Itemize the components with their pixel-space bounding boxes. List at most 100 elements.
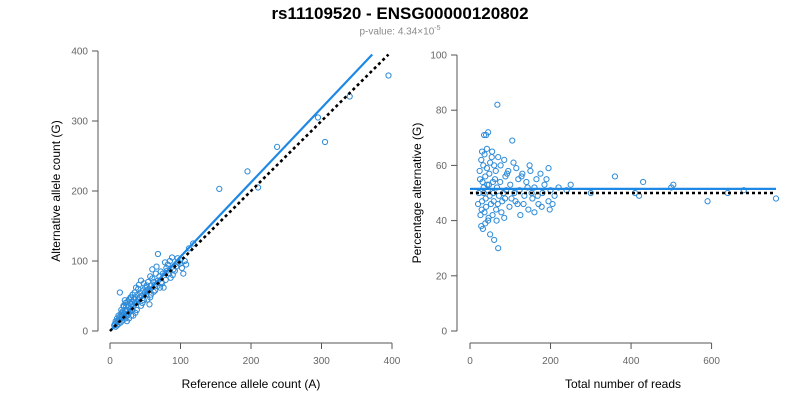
- x-tick-label: 200: [542, 356, 559, 367]
- data-point: [127, 294, 134, 301]
- data-point: [487, 231, 494, 238]
- x-tick-label: 0: [467, 356, 473, 367]
- data-point: [135, 281, 143, 288]
- y-tick-label: 300: [71, 117, 88, 128]
- data-point: [543, 176, 550, 183]
- data-point: [498, 209, 505, 216]
- fit-line: [109, 53, 374, 332]
- data-point: [244, 168, 251, 175]
- data-point: [513, 165, 520, 172]
- data-point: [490, 198, 497, 205]
- data-point: [482, 195, 489, 202]
- x-axis-title: Reference allele count (A): [182, 377, 321, 391]
- x-tick-label: 600: [703, 356, 720, 367]
- data-point: [497, 162, 504, 169]
- data-point: [526, 162, 533, 169]
- data-point: [479, 178, 486, 186]
- data-point: [495, 245, 502, 252]
- data-point: [493, 206, 500, 213]
- y-tick-label: 100: [430, 51, 447, 62]
- data-point: [480, 162, 487, 169]
- data-point: [537, 170, 544, 177]
- data-point: [523, 178, 530, 186]
- data-point: [545, 165, 552, 172]
- data-point: [501, 214, 508, 221]
- data-points: [474, 101, 780, 252]
- y-tick-label: 20: [436, 271, 448, 282]
- data-point: [506, 203, 513, 210]
- data-point: [487, 159, 494, 166]
- data-point: [545, 198, 552, 205]
- y-tick-label: 60: [436, 161, 448, 172]
- data-point: [479, 225, 486, 232]
- data-point: [494, 200, 501, 208]
- x-tick-label: 200: [243, 356, 260, 367]
- data-point: [494, 101, 501, 108]
- data-point: [491, 236, 498, 244]
- data-point: [507, 181, 514, 188]
- data-point: [478, 206, 485, 213]
- y-axis-title: Percentage alternative (G): [410, 123, 424, 264]
- data-point: [519, 170, 526, 177]
- y-tick-label: 80: [436, 106, 448, 117]
- data-point: [477, 211, 484, 219]
- data-point: [137, 302, 145, 309]
- panel-1: 0 100 200 300 400 0 100 200 300 400 Reference alle…: [49, 47, 401, 392]
- data-point: [495, 192, 503, 199]
- y-tick-label: 0: [441, 327, 447, 338]
- data-point: [480, 131, 488, 139]
- data-point: [161, 259, 169, 266]
- data-point: [501, 156, 508, 163]
- p-value-exponent: -5: [434, 25, 441, 32]
- data-point: [321, 138, 329, 146]
- data-point: [510, 159, 517, 166]
- data-point: [518, 173, 525, 180]
- data-point: [482, 173, 489, 180]
- data-point: [611, 173, 619, 180]
- data-point: [525, 206, 532, 213]
- data-point: [670, 181, 677, 188]
- data-point: [146, 301, 153, 308]
- data-point: [511, 189, 518, 197]
- data-point: [216, 185, 223, 192]
- data-point: [169, 271, 176, 279]
- x-tick-label: 0: [107, 356, 113, 367]
- y-tick-label: 400: [71, 47, 88, 58]
- y-tick-label: 200: [71, 187, 88, 198]
- data-point: [476, 167, 483, 175]
- data-point: [503, 170, 511, 177]
- data-point: [528, 189, 535, 197]
- data-point: [478, 156, 485, 163]
- data-point: [501, 195, 509, 202]
- data-point: [485, 217, 492, 224]
- data-point: [527, 167, 534, 175]
- data-point: [493, 184, 501, 191]
- data-point: [531, 209, 538, 216]
- data-point: [483, 165, 491, 172]
- data-point: [520, 200, 527, 208]
- data-point: [495, 154, 502, 161]
- data-point: [492, 167, 499, 175]
- data-point: [121, 297, 128, 304]
- data-point: [640, 178, 647, 186]
- data-point: [772, 195, 780, 202]
- x-tick-label: 100: [172, 356, 189, 367]
- x-tick-label: 400: [623, 356, 640, 367]
- data-point: [153, 263, 160, 270]
- data-point: [567, 181, 574, 188]
- data-point: [160, 284, 167, 291]
- data-point: [508, 195, 515, 202]
- data-point: [183, 261, 190, 268]
- data-point: [147, 273, 154, 280]
- data-point: [541, 181, 548, 188]
- data-point: [549, 200, 556, 208]
- data-point: [529, 195, 536, 202]
- data-point: [509, 137, 516, 144]
- x-axis-title: Total number of reads: [565, 377, 681, 391]
- data-point: [704, 198, 711, 205]
- data-point: [147, 294, 154, 301]
- data-point: [478, 198, 486, 205]
- y-tick-label: 0: [82, 327, 88, 338]
- data-point: [152, 270, 159, 277]
- y-tick-label: 40: [436, 216, 448, 227]
